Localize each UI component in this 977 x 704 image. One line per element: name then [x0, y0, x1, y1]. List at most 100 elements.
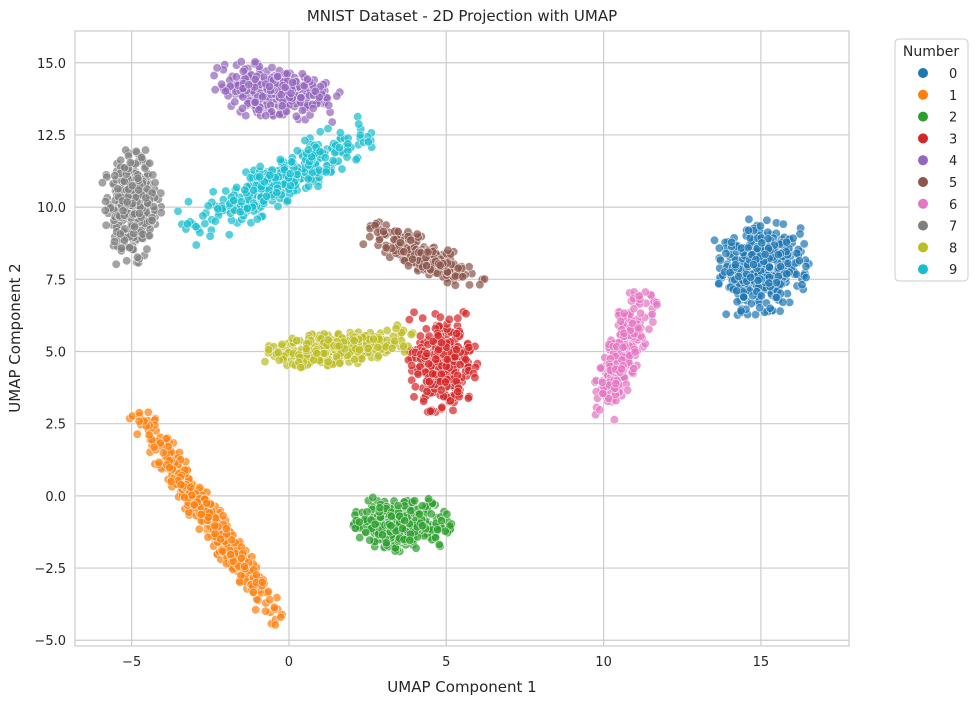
point-class-6: [598, 388, 608, 398]
point-class-7: [110, 171, 120, 181]
point-class-3: [409, 307, 419, 317]
point-class-2: [426, 509, 436, 519]
point-class-2: [397, 524, 407, 534]
point-class-7: [111, 259, 121, 269]
point-class-0: [714, 243, 724, 253]
point-class-0: [715, 255, 725, 265]
point-class-7: [150, 178, 160, 188]
point-class-2: [417, 521, 427, 531]
point-class-4: [236, 57, 246, 67]
point-class-9: [205, 231, 215, 241]
point-class-9: [173, 206, 183, 216]
point-class-6: [609, 415, 619, 425]
point-class-1: [263, 587, 273, 597]
scatter-points: [97, 57, 814, 630]
point-class-9: [315, 127, 325, 137]
point-class-1: [176, 480, 186, 490]
point-class-0: [744, 225, 754, 235]
point-class-9: [221, 186, 231, 196]
y-tick-label: −5.0: [34, 634, 66, 649]
point-class-5: [450, 280, 460, 290]
point-class-8: [334, 341, 344, 351]
point-class-8: [406, 329, 416, 339]
point-class-4: [261, 111, 271, 121]
point-class-7: [134, 185, 144, 195]
point-class-7: [141, 193, 151, 203]
point-class-1: [240, 562, 250, 572]
point-class-1: [276, 612, 286, 622]
point-class-9: [203, 201, 213, 211]
point-class-6: [629, 364, 639, 374]
point-class-9: [184, 197, 194, 207]
point-class-2: [411, 543, 421, 553]
point-class-1: [251, 605, 261, 615]
point-class-3: [428, 369, 438, 379]
point-class-1: [196, 509, 206, 519]
point-class-9: [354, 119, 364, 129]
point-class-9: [335, 128, 345, 138]
point-class-3: [444, 314, 454, 324]
legend-label-9: 9: [949, 263, 957, 278]
legend-label-3: 3: [949, 132, 957, 147]
y-tick-label: 7.5: [45, 273, 66, 288]
point-class-4: [280, 83, 290, 93]
point-class-0: [739, 292, 749, 302]
point-class-1: [202, 498, 212, 508]
point-class-4: [302, 74, 312, 84]
x-tick-label: 0: [285, 655, 293, 670]
point-class-7: [156, 188, 166, 198]
point-class-9: [224, 230, 234, 240]
point-class-3: [452, 329, 462, 339]
point-class-7: [115, 229, 125, 239]
point-class-3: [453, 313, 463, 323]
point-class-7: [101, 220, 111, 230]
point-class-2: [433, 524, 443, 534]
legend-marker-6: [918, 198, 928, 209]
point-class-5: [453, 263, 463, 273]
point-class-0: [764, 262, 774, 272]
point-class-0: [756, 291, 766, 301]
point-class-2: [434, 540, 444, 550]
point-class-7: [148, 170, 158, 180]
point-class-6: [647, 309, 657, 319]
point-class-9: [315, 147, 325, 157]
point-class-2: [354, 517, 364, 527]
point-class-2: [417, 501, 427, 511]
point-class-8: [292, 336, 302, 346]
point-class-1: [227, 535, 237, 545]
point-class-8: [301, 344, 311, 354]
point-class-7: [130, 222, 140, 232]
point-class-0: [799, 239, 809, 249]
point-class-4: [250, 74, 260, 84]
legend-label-1: 1: [949, 89, 957, 104]
legend-marker-5: [918, 177, 928, 187]
point-class-4: [210, 85, 220, 95]
point-class-1: [155, 438, 165, 448]
point-class-0: [725, 267, 735, 277]
point-class-6: [604, 393, 614, 403]
point-class-5: [464, 262, 474, 272]
point-class-3: [437, 402, 447, 412]
legend-label-5: 5: [949, 176, 957, 191]
point-class-2: [400, 516, 410, 526]
point-class-9: [272, 188, 282, 198]
point-class-9: [191, 240, 201, 250]
point-class-4: [250, 57, 260, 67]
point-class-7: [97, 178, 107, 188]
point-class-7: [113, 184, 123, 194]
point-class-9: [208, 187, 218, 197]
point-class-0: [792, 248, 802, 258]
point-class-9: [300, 136, 310, 146]
x-tick-label: 10: [595, 655, 612, 670]
point-class-3: [419, 396, 429, 406]
point-class-3: [436, 338, 446, 348]
y-tick-labels: −5.0 −2.5 0.0 2.5 5.0 7.5 10.0 12.5 15.0: [34, 57, 66, 649]
legend-marker-7: [918, 220, 928, 231]
point-class-8: [273, 348, 283, 358]
point-class-3: [453, 387, 463, 397]
point-class-2: [362, 507, 372, 517]
point-class-0: [709, 235, 719, 245]
point-class-6: [597, 377, 607, 387]
point-class-1: [134, 408, 144, 418]
point-class-6: [636, 308, 646, 318]
